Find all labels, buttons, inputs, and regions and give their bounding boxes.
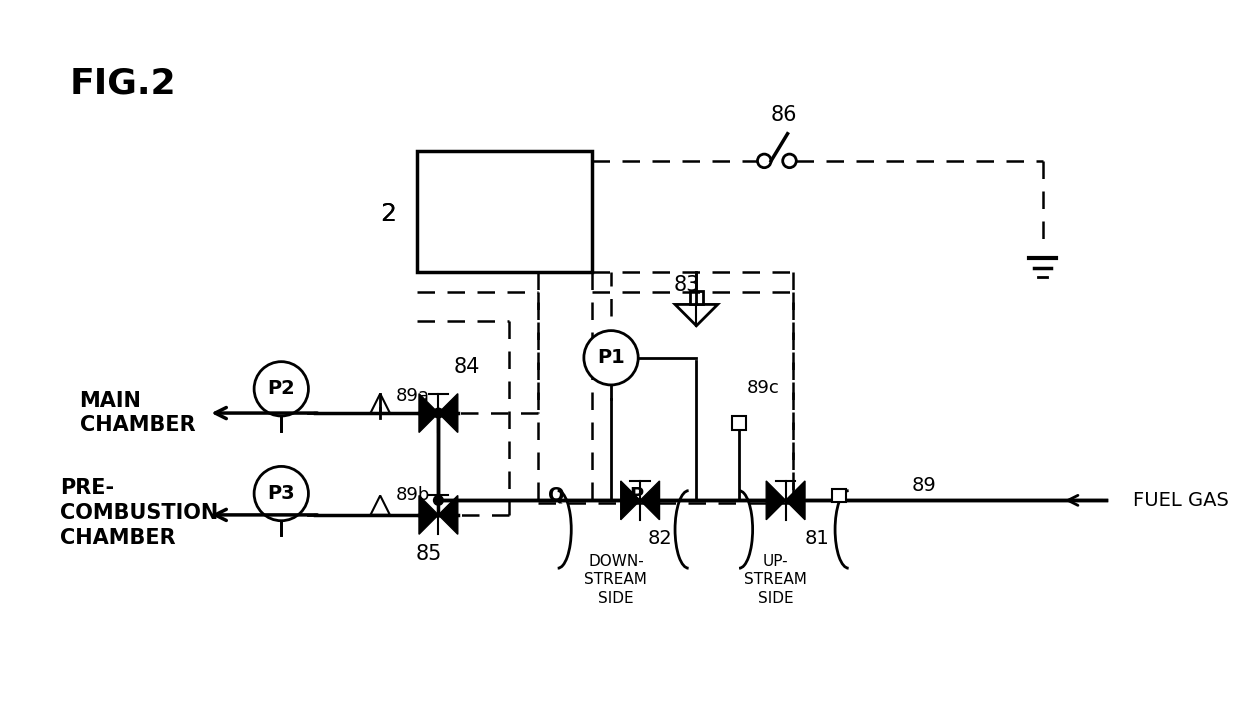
Text: FUEL GAS: FUEL GAS xyxy=(1133,491,1229,510)
Circle shape xyxy=(254,362,309,416)
Circle shape xyxy=(434,408,443,418)
Text: P: P xyxy=(629,486,644,505)
Circle shape xyxy=(782,154,796,168)
Text: MAIN
CHAMBER: MAIN CHAMBER xyxy=(79,390,195,435)
Text: P2: P2 xyxy=(268,379,295,398)
Circle shape xyxy=(434,496,443,505)
Text: 89a: 89a xyxy=(396,387,430,405)
Text: Q: Q xyxy=(548,486,565,505)
Text: 84: 84 xyxy=(454,358,480,377)
Polygon shape xyxy=(766,481,786,519)
Text: P1: P1 xyxy=(598,348,625,367)
Polygon shape xyxy=(786,481,805,519)
Bar xyxy=(689,291,703,304)
Text: UP-
STREAM
SIDE: UP- STREAM SIDE xyxy=(744,554,807,606)
Circle shape xyxy=(254,466,309,521)
Polygon shape xyxy=(419,496,439,534)
Text: P3: P3 xyxy=(268,484,295,503)
Text: 2: 2 xyxy=(379,202,396,226)
Text: FIG.2: FIG.2 xyxy=(69,67,176,101)
Bar xyxy=(733,416,745,430)
Bar xyxy=(832,489,846,503)
Polygon shape xyxy=(439,496,458,534)
Text: 2: 2 xyxy=(379,202,396,226)
Bar xyxy=(417,151,591,273)
Text: DOWN-
STREAM
SIDE: DOWN- STREAM SIDE xyxy=(584,554,647,606)
Text: 89b: 89b xyxy=(396,486,430,504)
Text: 86: 86 xyxy=(770,105,797,125)
Text: 89: 89 xyxy=(911,476,936,495)
Text: 81: 81 xyxy=(805,529,830,548)
Circle shape xyxy=(758,154,771,168)
Polygon shape xyxy=(621,481,640,519)
Polygon shape xyxy=(419,394,439,433)
Text: PRE-
COMBUSTION
CHAMBER: PRE- COMBUSTION CHAMBER xyxy=(60,478,218,547)
Polygon shape xyxy=(439,394,458,433)
Text: 83: 83 xyxy=(675,275,701,294)
Polygon shape xyxy=(640,481,660,519)
Circle shape xyxy=(584,331,639,385)
Text: 89c: 89c xyxy=(746,379,780,397)
Text: 82: 82 xyxy=(647,529,672,548)
Text: 85: 85 xyxy=(415,544,441,564)
